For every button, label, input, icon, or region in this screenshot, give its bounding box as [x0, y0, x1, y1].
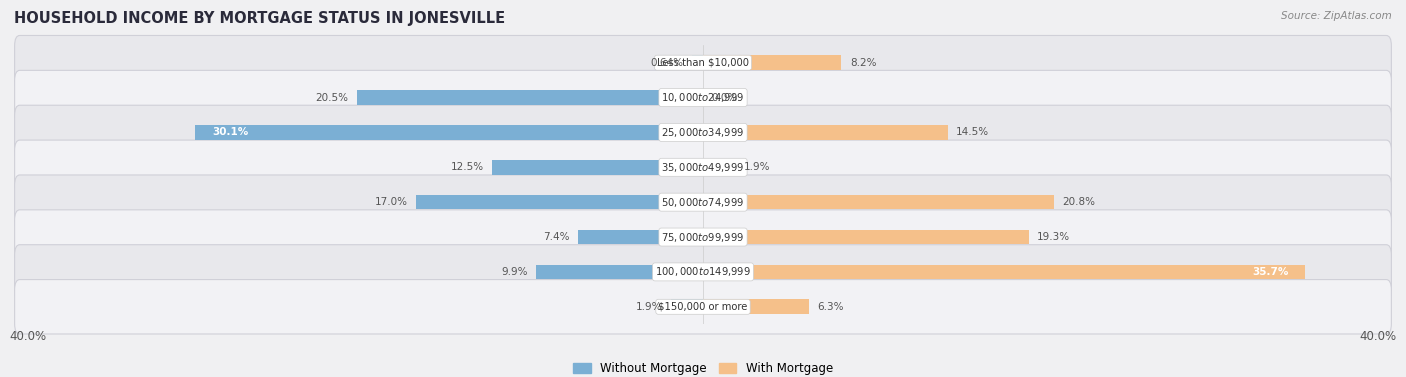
FancyBboxPatch shape [14, 245, 1392, 299]
Text: 17.0%: 17.0% [375, 197, 408, 207]
Bar [703, 195, 1054, 210]
Text: 1.9%: 1.9% [744, 162, 770, 172]
Bar [703, 160, 735, 175]
Text: 9.9%: 9.9% [501, 267, 527, 277]
Bar [703, 299, 810, 314]
Text: HOUSEHOLD INCOME BY MORTGAGE STATUS IN JONESVILLE: HOUSEHOLD INCOME BY MORTGAGE STATUS IN J… [14, 11, 505, 26]
Bar [492, 160, 703, 175]
Bar [703, 265, 1305, 279]
Text: $75,000 to $99,999: $75,000 to $99,999 [661, 231, 745, 244]
Bar [703, 230, 1029, 244]
Text: $35,000 to $49,999: $35,000 to $49,999 [661, 161, 745, 174]
Text: 0.0%: 0.0% [711, 92, 738, 103]
Text: 1.9%: 1.9% [636, 302, 662, 312]
Bar [703, 55, 841, 70]
FancyBboxPatch shape [14, 70, 1392, 125]
Text: 20.8%: 20.8% [1063, 197, 1095, 207]
Text: 30.1%: 30.1% [212, 127, 249, 138]
FancyBboxPatch shape [14, 140, 1392, 195]
Text: 12.5%: 12.5% [450, 162, 484, 172]
FancyBboxPatch shape [14, 105, 1392, 159]
Text: $10,000 to $24,999: $10,000 to $24,999 [661, 91, 745, 104]
FancyBboxPatch shape [14, 280, 1392, 334]
Bar [195, 125, 703, 140]
Text: 8.2%: 8.2% [849, 58, 876, 68]
Legend: Without Mortgage, With Mortgage: Without Mortgage, With Mortgage [568, 357, 838, 377]
Bar [671, 299, 703, 314]
FancyBboxPatch shape [14, 210, 1392, 264]
Bar [578, 230, 703, 244]
FancyBboxPatch shape [14, 35, 1392, 90]
Text: 14.5%: 14.5% [956, 127, 990, 138]
Bar [357, 90, 703, 105]
Text: $100,000 to $149,999: $100,000 to $149,999 [655, 265, 751, 278]
Bar [703, 125, 948, 140]
Text: 0.64%: 0.64% [651, 58, 683, 68]
Bar [692, 55, 703, 70]
Bar [416, 195, 703, 210]
Text: $50,000 to $74,999: $50,000 to $74,999 [661, 196, 745, 208]
Text: Less than $10,000: Less than $10,000 [657, 58, 749, 68]
Text: 19.3%: 19.3% [1038, 232, 1070, 242]
Text: $25,000 to $34,999: $25,000 to $34,999 [661, 126, 745, 139]
FancyBboxPatch shape [14, 175, 1392, 229]
Text: 35.7%: 35.7% [1253, 267, 1288, 277]
Text: Source: ZipAtlas.com: Source: ZipAtlas.com [1281, 11, 1392, 21]
Text: 7.4%: 7.4% [543, 232, 569, 242]
Text: 20.5%: 20.5% [316, 92, 349, 103]
Text: $150,000 or more: $150,000 or more [658, 302, 748, 312]
Text: 6.3%: 6.3% [818, 302, 844, 312]
Bar [536, 265, 703, 279]
